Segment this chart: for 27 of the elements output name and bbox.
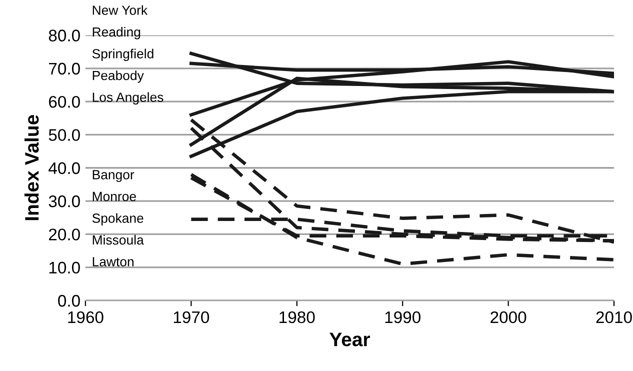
x-tick-label: 1960 [68,311,104,324]
y-tick-label: 0.0 [58,294,80,307]
x-tick-label: 2000 [490,311,526,324]
y-tick-label: 50.0 [48,129,80,141]
x-tick-label: 1980 [280,311,315,324]
annotation: Spokane [92,213,144,226]
x-tick-label: 1990 [385,311,420,324]
y-tick-label: 80.0 [48,30,80,42]
y-tick-label: 10.0 [49,262,80,274]
annotation: Los Angeles [92,92,164,105]
y-tick-label: 30.0 [48,195,80,208]
annotation: Bangor [92,170,134,182]
x-tick-label: 2010 [596,311,632,324]
y-tick-label: 20.0 [49,228,80,240]
annotation: Springfield [92,48,154,62]
x-tick-label: 1970 [174,311,210,324]
annotation: Missoula [92,234,144,245]
annotation: Monroe [92,192,136,202]
y-axis-title: Index Value [24,115,39,220]
annotation: Peabody [92,70,144,83]
annotation: Lawton [92,257,134,266]
y-tick-label: 40.0 [48,162,80,174]
y-tick-label: 60.0 [49,96,80,108]
annotation: Reading [92,26,140,40]
y-tick-label: 70.0 [49,62,80,75]
x-axis-title: Year [330,332,370,346]
text: New York [92,5,148,15]
